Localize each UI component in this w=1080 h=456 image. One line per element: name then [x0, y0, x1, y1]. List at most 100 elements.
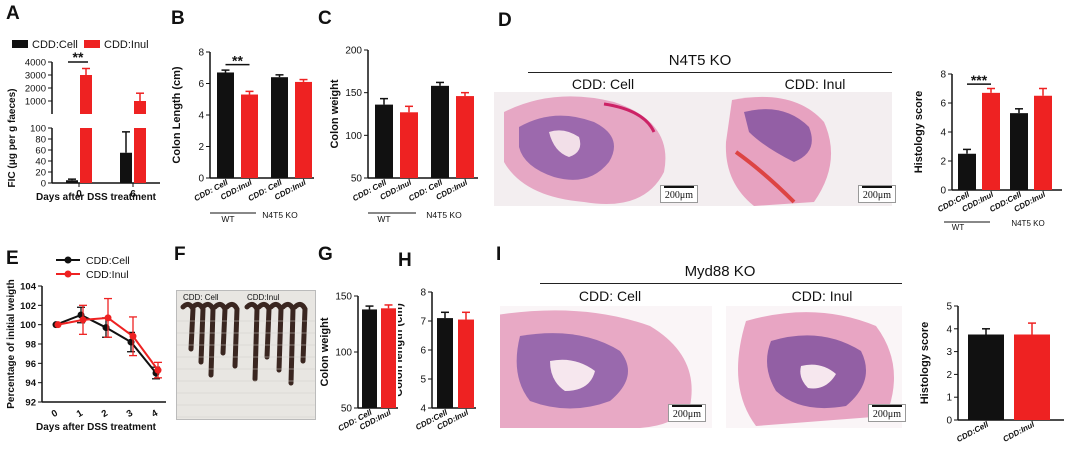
y-tick-label: 100	[20, 320, 36, 331]
bar	[217, 72, 234, 178]
data-point	[129, 332, 137, 340]
y-tick-label: 8	[198, 48, 204, 59]
colon-specimen	[200, 301, 216, 378]
y-tick-label: 8	[420, 288, 426, 299]
y-tick-label: 2	[198, 142, 204, 153]
x-tick-label: 3	[125, 408, 135, 420]
bar	[271, 77, 288, 178]
y-tick-label: 100	[30, 124, 46, 135]
colon-specimen	[256, 301, 272, 360]
y-tick-label: 40	[35, 157, 46, 168]
y-axis-label: Percentage of initial weigth	[6, 279, 17, 408]
y-axis-label: Colon length (cm)	[398, 303, 405, 397]
panel-label-d: D	[498, 10, 512, 31]
scalebar-d-left: 200μm	[660, 185, 698, 203]
x-tick-label: 0	[76, 189, 82, 200]
bar	[431, 85, 449, 178]
y-tick-label: 1000	[25, 97, 46, 108]
colon-specimen	[180, 301, 196, 352]
x-tick-label: 4	[150, 407, 161, 420]
y-axis-label: Histology score	[913, 91, 925, 174]
colon-specimen	[212, 301, 228, 356]
y-tick-label: 96	[25, 359, 36, 370]
panel-label-e: E	[6, 248, 19, 269]
chart-a-ylabel: FIC (μg per g faeces)	[7, 89, 18, 188]
chart-a: CDD:Cell CDD:Inul 0204060801001000200030…	[7, 39, 160, 203]
bar	[381, 308, 396, 408]
y-tick-label: 7	[420, 317, 426, 328]
y-tick-label: 4	[420, 404, 426, 415]
scalebar-i-right: 200μm	[868, 404, 906, 422]
group-label-n4t5ko: N4T5 KO	[262, 210, 298, 220]
bar	[968, 334, 1004, 420]
bar	[400, 112, 418, 178]
y-tick-label: 4000	[25, 58, 46, 69]
bar	[66, 180, 78, 183]
y-tick-label: 104	[20, 282, 37, 293]
y-tick-label: 0	[198, 174, 204, 185]
y-tick-label: 150	[335, 292, 352, 303]
panel-d-title: N4T5 KO	[668, 52, 732, 69]
scalebar-d-right: 200μm	[858, 185, 896, 203]
chart-i: 0 1 2 3 4 5 CDD:Cell CDD:Inul Histology score	[919, 302, 1064, 444]
bar	[120, 152, 132, 183]
bar	[958, 153, 976, 190]
bar-lower	[134, 128, 146, 183]
panel-i-left-label: CDD: Cell	[578, 288, 642, 304]
bar	[295, 81, 312, 178]
colon-specimen	[244, 301, 260, 382]
chart-a-xlabel: Days after DSS treatment	[36, 192, 157, 203]
panel-label-b: B	[171, 8, 185, 29]
group-label-n4t5ko: N4T5 KO	[426, 210, 462, 220]
data-point	[54, 321, 62, 329]
significance-marker: **	[232, 53, 243, 69]
y-tick-label: 80	[35, 135, 46, 146]
panel-label-c: C	[318, 8, 332, 29]
legend-label: CDD:Cell	[86, 255, 130, 267]
legend-label-inul: CDD:Inul	[104, 39, 149, 51]
significance-marker: **	[73, 49, 84, 65]
bar-upper	[80, 75, 92, 114]
y-tick-label: 4	[946, 324, 952, 335]
y-tick-label: 0	[946, 416, 952, 427]
panel-label-h: H	[398, 250, 412, 271]
y-tick-label: 4	[198, 111, 204, 122]
panel-label-a: A	[6, 3, 20, 24]
panel-d-left-label: CDD: Cell	[571, 76, 635, 92]
bar	[1014, 334, 1050, 420]
y-tick-label: 94	[25, 378, 36, 389]
y-tick-label: 100	[335, 348, 352, 359]
group-label-wt: WT	[952, 223, 965, 230]
colon-specimen	[292, 301, 308, 364]
panel-i-title-line	[540, 283, 902, 284]
y-tick-label: 98	[25, 340, 36, 351]
bar	[1034, 95, 1052, 190]
y-tick-label: 200	[345, 46, 362, 57]
bar-lower	[80, 128, 92, 183]
x-tick-label: 2	[100, 408, 110, 420]
y-tick-label: 102	[20, 301, 36, 312]
muscle-left	[603, 102, 656, 133]
panel-label-i: I	[496, 244, 502, 265]
histology-image-n4t5ko	[494, 92, 892, 206]
data-point	[79, 316, 87, 324]
legend-swatch-cell	[12, 40, 28, 48]
colon-specimen	[280, 301, 296, 386]
legend-label: CDD:Inul	[86, 269, 129, 281]
bar-upper	[134, 101, 146, 114]
legend-marker	[64, 256, 72, 264]
y-tick-label: 3000	[25, 71, 46, 82]
group-label-wt: WT	[221, 214, 234, 224]
y-tick-label: 3	[946, 347, 952, 358]
y-tick-label: 50	[341, 404, 353, 415]
chart-d: 02468CDD:CellCDD:InulCDD:CellCDD:InulHis…	[913, 70, 1062, 230]
bar	[1010, 113, 1028, 190]
data-point	[104, 314, 112, 322]
y-tick-label: 1	[946, 393, 952, 404]
photo-label-inul: CDD:Inul	[247, 293, 280, 302]
x-tick-label: CDD:Inul	[1002, 419, 1037, 443]
y-tick-label: 5	[420, 375, 426, 386]
y-axis-label: Colon weight	[329, 79, 341, 148]
legend-label-cell: CDD:Cell	[32, 39, 78, 51]
bar	[375, 104, 393, 178]
